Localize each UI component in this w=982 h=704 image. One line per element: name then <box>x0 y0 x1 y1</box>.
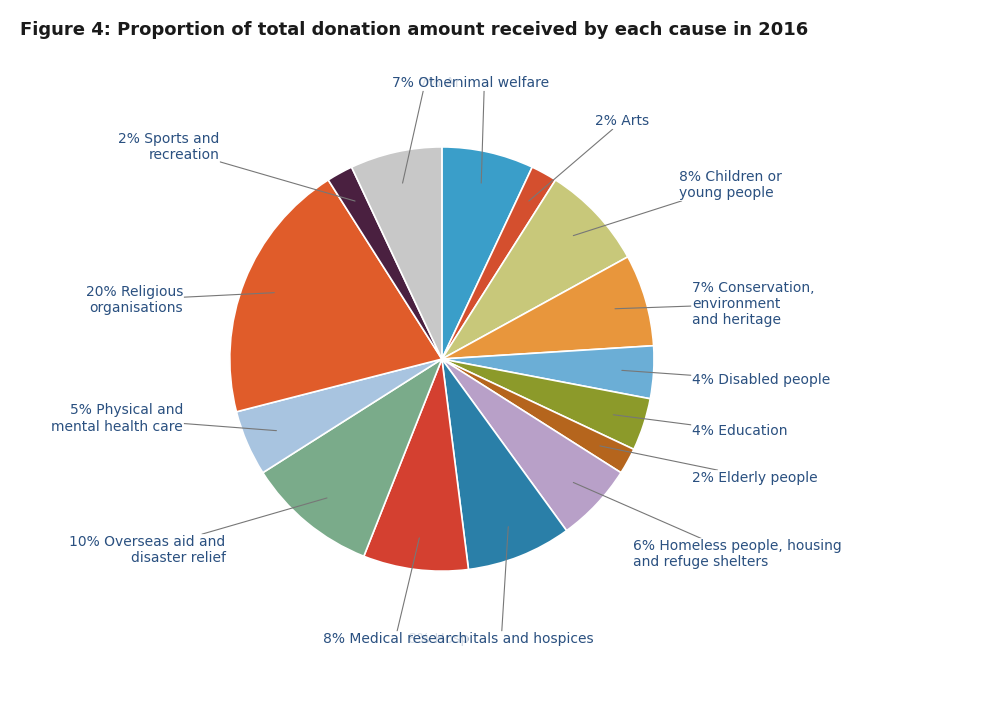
Wedge shape <box>442 359 633 472</box>
Text: 7% Conservation,
environment
and heritage: 7% Conservation, environment and heritag… <box>615 281 815 327</box>
Wedge shape <box>263 359 442 556</box>
Text: 8% Medical research: 8% Medical research <box>323 538 467 646</box>
Text: 2% Sports and
recreation: 2% Sports and recreation <box>118 132 355 201</box>
Text: 4% Disabled people: 4% Disabled people <box>622 370 831 387</box>
Wedge shape <box>352 147 442 359</box>
Text: 8% Hospitals and hospices: 8% Hospitals and hospices <box>409 527 594 646</box>
Text: Figure 4: Proportion of total donation amount received by each cause in 2016: Figure 4: Proportion of total donation a… <box>20 21 808 39</box>
Text: 2% Elderly people: 2% Elderly people <box>600 446 818 485</box>
Wedge shape <box>442 167 556 359</box>
Text: 4% Education: 4% Education <box>614 415 788 438</box>
Text: 7% Animal welfare: 7% Animal welfare <box>419 76 549 183</box>
Wedge shape <box>442 346 654 398</box>
Wedge shape <box>442 257 654 359</box>
Wedge shape <box>442 180 627 359</box>
Text: 10% Overseas aid and
disaster relief: 10% Overseas aid and disaster relief <box>70 498 327 565</box>
Wedge shape <box>442 359 567 570</box>
Wedge shape <box>230 180 442 412</box>
Wedge shape <box>442 359 621 531</box>
Text: 2% Arts: 2% Arts <box>528 115 649 201</box>
Text: 20% Religious
organisations: 20% Religious organisations <box>85 284 274 315</box>
Text: 5% Physical and
mental health care: 5% Physical and mental health care <box>51 403 277 434</box>
Wedge shape <box>328 167 442 359</box>
Wedge shape <box>363 359 468 571</box>
Text: 6% Homeless people, housing
and refuge shelters: 6% Homeless people, housing and refuge s… <box>573 482 842 570</box>
Wedge shape <box>237 359 442 472</box>
Wedge shape <box>442 147 532 359</box>
Text: 8% Children or
young people: 8% Children or young people <box>573 170 783 236</box>
Wedge shape <box>442 359 650 449</box>
Text: 7% Other: 7% Other <box>392 76 458 183</box>
